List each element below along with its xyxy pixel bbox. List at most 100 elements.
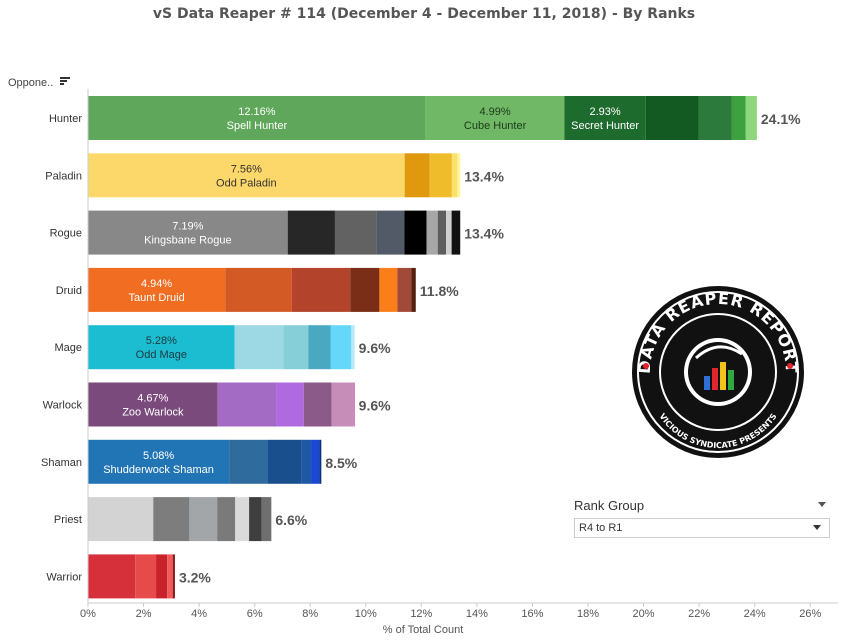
category-label-paladin: Paladin <box>45 170 82 182</box>
bar-segment-druid-3 <box>350 267 380 312</box>
rank-group-select[interactable]: R4 to R1 <box>574 518 830 538</box>
x-tick-label: 12% <box>410 608 432 620</box>
bar-segment-priest-0 <box>88 497 154 542</box>
bar-segment-mage-2 <box>283 325 309 370</box>
segment-name-label: Secret Hunter <box>571 120 639 132</box>
category-label-druid: Druid <box>56 285 82 297</box>
segment-name-label: Spell Hunter <box>227 120 288 132</box>
bar-segment-druid-1 <box>225 267 292 312</box>
bar-segment-priest-3 <box>217 497 236 542</box>
category-label-warrior: Warrior <box>46 571 82 583</box>
chart-title: vS Data Reaper # 114 (December 4 - Decem… <box>152 6 696 22</box>
bar-segment-warlock-1 <box>217 382 277 427</box>
bar-total-label: 6.6% <box>275 512 307 528</box>
bar-segment-paladin-4 <box>457 153 461 198</box>
category-label-mage: Mage <box>54 342 82 354</box>
bar-segment-priest-2 <box>189 497 218 542</box>
bar-segment-rogue-6 <box>437 210 447 255</box>
segment-name-label: Cube Hunter <box>464 120 527 132</box>
x-tick-label: 22% <box>688 608 710 620</box>
bar-segment-warlock-3 <box>303 382 332 427</box>
bars-layer: 12.16% Spell Hunter 4.99% Cube Hunter 2.93% S… <box>88 96 801 599</box>
bar-segment-shaman-1 <box>229 439 268 484</box>
bar-segment-warlock-4 <box>331 382 354 427</box>
x-tick-label: 10% <box>355 608 377 620</box>
segment-value-label: 4.67% <box>137 393 168 405</box>
bar-segment-hunter-6 <box>745 96 757 140</box>
segment-name-label: Kingsbane Rogue <box>144 235 231 247</box>
bar-segment-warrior-2 <box>156 554 168 599</box>
segment-name-label: Odd Paladin <box>216 177 277 189</box>
category-axis: Hunter Paladin Rogue Druid Mage Warlock Shaman… <box>41 89 89 603</box>
segment-name-label: Shudderwock Shaman <box>103 464 214 476</box>
segment-value-label: 5.28% <box>146 335 177 347</box>
bar-segment-hunter-5 <box>731 96 746 140</box>
bar-total-label: 13.4% <box>464 226 504 242</box>
bar-segment-mage-0 <box>88 325 235 370</box>
bar-segment-warrior-1 <box>135 554 157 599</box>
segment-value-label: 4.94% <box>141 278 172 290</box>
x-tick-label: 14% <box>466 608 488 620</box>
category-label-priest: Priest <box>54 514 82 526</box>
x-tick-label: 24% <box>744 608 766 620</box>
segment-name-label: Odd Mage <box>136 349 187 361</box>
bar-segment-hunter-0 <box>88 96 426 140</box>
bar-total-label: 9.6% <box>359 340 391 356</box>
bar-segment-hunter-3 <box>645 96 699 140</box>
segment-name-label: Taunt Druid <box>128 292 184 304</box>
opponent-header[interactable]: Oppone.. <box>8 77 71 89</box>
bar-segment-mage-3 <box>308 325 331 370</box>
data-reaper-report-logo: DATA REAPER REPORT VICIOUS SYNDICATE PRE… <box>632 286 804 458</box>
bar-segment-priest-4 <box>235 497 250 542</box>
bar-total-label: 9.6% <box>359 398 391 414</box>
bar-segment-druid-5 <box>397 267 412 312</box>
bar-segment-mage-1 <box>234 325 284 370</box>
x-axis: 0% 2% 4% 6% 8% 10% 12% 14% 16% 18% 20% 22% 24% 26% % o… <box>80 602 838 636</box>
bar-total-label: 3.2% <box>179 569 211 585</box>
opponent-header-label: Oppone.. <box>8 77 54 89</box>
bar-segment-warlock-0 <box>88 382 218 427</box>
chevron-down-icon[interactable] <box>813 525 821 530</box>
bar-segment-paladin-3 <box>451 153 458 198</box>
bar-segment-priest-1 <box>153 497 190 542</box>
bar-segment-shaman-0 <box>88 439 230 484</box>
x-tick-label: 16% <box>521 608 543 620</box>
bar-total-label: 11.8% <box>420 283 459 299</box>
bar-segment-paladin-0 <box>88 153 405 198</box>
bar-segment-rogue-3 <box>376 210 405 255</box>
bar-segment-hunter-1 <box>425 96 565 140</box>
bar-segment-paladin-2 <box>429 153 452 198</box>
bar-segment-warlock-2 <box>276 382 304 427</box>
x-tick-label: 18% <box>577 608 599 620</box>
bar-segment-druid-2 <box>291 267 351 312</box>
category-label-hunter: Hunter <box>49 113 82 125</box>
rank-group-label: Rank Group <box>574 498 645 513</box>
bar-segment-shaman-3 <box>301 439 312 484</box>
x-tick-label: 26% <box>799 608 821 620</box>
segment-name-label: Zoo Warlock <box>122 407 184 419</box>
bar-segment-shaman-5 <box>319 439 322 484</box>
segment-value-label: 7.19% <box>172 221 203 233</box>
bar-segment-warlock-5 <box>353 382 355 427</box>
bar-segment-mage-5 <box>351 325 355 370</box>
segment-value-label: 5.08% <box>143 450 174 462</box>
x-axis-title: % of Total Count <box>383 624 464 636</box>
bar-segment-priest-5 <box>249 497 262 542</box>
bar-segment-warrior-0 <box>88 554 136 599</box>
bar-segment-rogue-1 <box>287 210 335 255</box>
x-tick-label: 8% <box>302 608 318 620</box>
bar-segment-shaman-4 <box>311 439 320 484</box>
rank-group-filter[interactable]: Rank Group R4 to R1 <box>574 498 830 538</box>
segment-value-label: 7.56% <box>231 163 262 175</box>
bar-segment-warrior-4 <box>172 554 175 599</box>
bar-segment-paladin-1 <box>404 153 430 198</box>
bar-segment-rogue-5 <box>426 210 438 255</box>
bar-total-label: 24.1% <box>761 111 801 127</box>
sort-icon[interactable] <box>60 77 71 85</box>
filter-menu-icon[interactable] <box>818 502 826 507</box>
bar-segment-druid-4 <box>379 267 398 312</box>
bar-segment-druid-0 <box>88 267 226 312</box>
rank-group-header: Rank Group <box>574 498 830 516</box>
category-label-rogue: Rogue <box>50 228 82 240</box>
